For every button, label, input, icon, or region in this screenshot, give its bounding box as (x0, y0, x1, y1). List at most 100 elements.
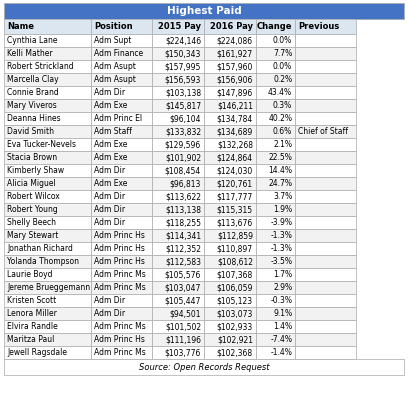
Text: 1.7%: 1.7% (273, 270, 292, 279)
Bar (152, 73, 204, 86)
Bar (256, 333, 295, 346)
Bar (256, 164, 295, 177)
Bar (4, 177, 91, 190)
Text: Adm Dir: Adm Dir (94, 218, 125, 227)
Bar (204, 99, 256, 112)
Text: Adm Dir: Adm Dir (94, 88, 125, 97)
Bar (256, 268, 295, 281)
Bar (256, 190, 295, 203)
Bar (91, 177, 152, 190)
Text: Position: Position (94, 22, 133, 31)
Bar (204, 47, 256, 60)
Bar (4, 86, 91, 99)
Bar (204, 346, 256, 359)
Text: Marcella Clay: Marcella Clay (7, 75, 59, 84)
Text: $134,689: $134,689 (217, 127, 253, 136)
Text: $129,596: $129,596 (165, 140, 201, 149)
Bar (91, 73, 152, 86)
Text: Robert Wilcox: Robert Wilcox (7, 192, 60, 201)
Bar (204, 19, 256, 34)
Bar (4, 138, 91, 151)
Bar (4, 333, 91, 346)
Bar (295, 190, 356, 203)
Bar (4, 73, 91, 86)
Bar (256, 125, 295, 138)
Bar (295, 177, 356, 190)
Text: $124,864: $124,864 (217, 153, 253, 162)
Bar (204, 216, 256, 229)
Text: 3.7%: 3.7% (273, 192, 292, 201)
Bar (91, 138, 152, 151)
Bar (91, 112, 152, 125)
Bar (4, 112, 91, 125)
Bar (91, 307, 152, 320)
Bar (204, 177, 256, 190)
Bar (204, 307, 256, 320)
Bar (4, 3, 404, 19)
Text: 9.1%: 9.1% (273, 309, 292, 318)
Text: $105,123: $105,123 (217, 296, 253, 305)
Text: Shelly Beech: Shelly Beech (7, 218, 56, 227)
Bar (4, 242, 91, 255)
Bar (204, 320, 256, 333)
Bar (256, 99, 295, 112)
Bar (152, 99, 204, 112)
Text: $113,138: $113,138 (165, 205, 201, 214)
Text: 43.4%: 43.4% (268, 88, 292, 97)
Text: $110,897: $110,897 (217, 244, 253, 253)
Text: $133,832: $133,832 (165, 127, 201, 136)
Bar (4, 34, 91, 47)
Text: -1.4%: -1.4% (270, 348, 292, 357)
Text: $106,059: $106,059 (217, 283, 253, 292)
Bar (204, 281, 256, 294)
Bar (256, 112, 295, 125)
Text: Adm Princ Ms: Adm Princ Ms (94, 270, 146, 279)
Text: Adm Princ Ms: Adm Princ Ms (94, 322, 146, 331)
Text: 0.0%: 0.0% (273, 62, 292, 71)
Text: $105,576: $105,576 (164, 270, 201, 279)
Bar (204, 242, 256, 255)
Text: $161,927: $161,927 (217, 49, 253, 58)
Text: $156,593: $156,593 (164, 75, 201, 84)
Text: Adm Staff: Adm Staff (94, 127, 132, 136)
Bar (204, 294, 256, 307)
Text: $112,583: $112,583 (165, 257, 201, 266)
Bar (4, 307, 91, 320)
Bar (4, 203, 91, 216)
Bar (204, 73, 256, 86)
Bar (91, 125, 152, 138)
Text: $117,777: $117,777 (217, 192, 253, 201)
Bar (256, 229, 295, 242)
Bar (256, 60, 295, 73)
Bar (91, 60, 152, 73)
Bar (256, 47, 295, 60)
Bar (295, 86, 356, 99)
Bar (152, 333, 204, 346)
Text: $157,960: $157,960 (217, 62, 253, 71)
Bar (91, 99, 152, 112)
Bar (256, 203, 295, 216)
Bar (204, 151, 256, 164)
Text: $108,454: $108,454 (165, 166, 201, 175)
Bar (256, 73, 295, 86)
Bar (91, 268, 152, 281)
Bar (204, 229, 256, 242)
Bar (152, 125, 204, 138)
Bar (91, 255, 152, 268)
Bar (152, 151, 204, 164)
Bar (204, 60, 256, 73)
Bar (4, 268, 91, 281)
Text: $105,447: $105,447 (164, 296, 201, 305)
Text: $112,352: $112,352 (165, 244, 201, 253)
Bar (91, 346, 152, 359)
Text: Name: Name (7, 22, 34, 31)
Text: -1.3%: -1.3% (270, 244, 292, 253)
Bar (295, 281, 356, 294)
Bar (204, 125, 256, 138)
Bar (256, 346, 295, 359)
Text: Deanna Hines: Deanna Hines (7, 114, 61, 123)
Text: $157,995: $157,995 (164, 62, 201, 71)
Text: Eva Tucker-Nevels: Eva Tucker-Nevels (7, 140, 76, 149)
Text: Adm Princ Ms: Adm Princ Ms (94, 283, 146, 292)
Bar (152, 268, 204, 281)
